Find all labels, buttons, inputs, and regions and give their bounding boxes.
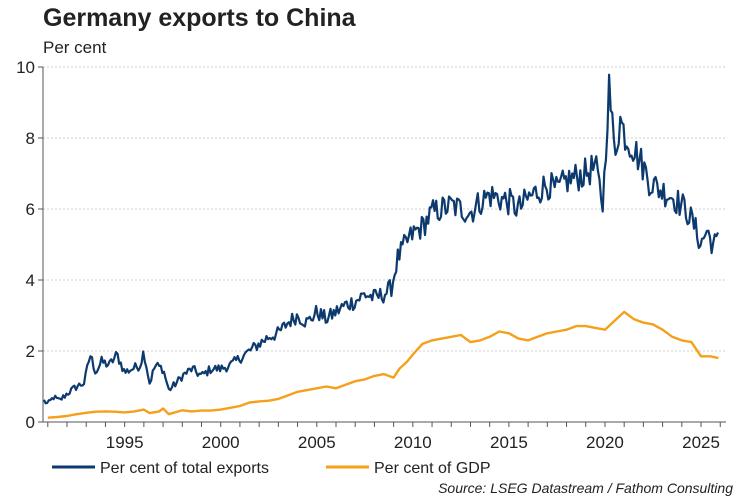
x-tick-label: 2015 [490, 433, 528, 452]
y-tick-label: 4 [26, 271, 35, 290]
plot-area [42, 73, 720, 419]
x-tick-label: 2000 [202, 433, 240, 452]
series-line-gdp [47, 310, 719, 419]
x-tick-label: 2005 [298, 433, 336, 452]
legend-label-total-exports: Per cent of total exports [100, 460, 269, 477]
x-tick-labels: 1995 2000 2005 2010 2015 2020 2025 [106, 433, 720, 452]
legend: Per cent of total exports Per cent of GD… [52, 460, 491, 477]
x-tick-label: 2010 [394, 433, 432, 452]
x-tick-label: 2025 [682, 433, 720, 452]
y-tick-label: 8 [26, 129, 35, 148]
axes [38, 66, 726, 427]
chart-title: Germany exports to China [43, 4, 357, 32]
x-tick-label: 2020 [586, 433, 624, 452]
source-note: Source: LSEG Datastream / Fathom Consult… [438, 480, 733, 496]
series-line-total-exports [42, 73, 720, 405]
y-tick-label: 6 [26, 200, 35, 219]
y-tick-label: 0 [26, 413, 35, 432]
x-tick-label: 1995 [106, 433, 144, 452]
y-tick-label: 10 [16, 58, 35, 77]
legend-label-gdp: Per cent of GDP [374, 460, 491, 477]
y-axis-unit: Per cent [43, 38, 107, 57]
gridlines [43, 66, 726, 352]
y-tick-labels: 0 2 4 6 8 10 [16, 58, 35, 432]
y-tick-label: 2 [26, 342, 35, 361]
